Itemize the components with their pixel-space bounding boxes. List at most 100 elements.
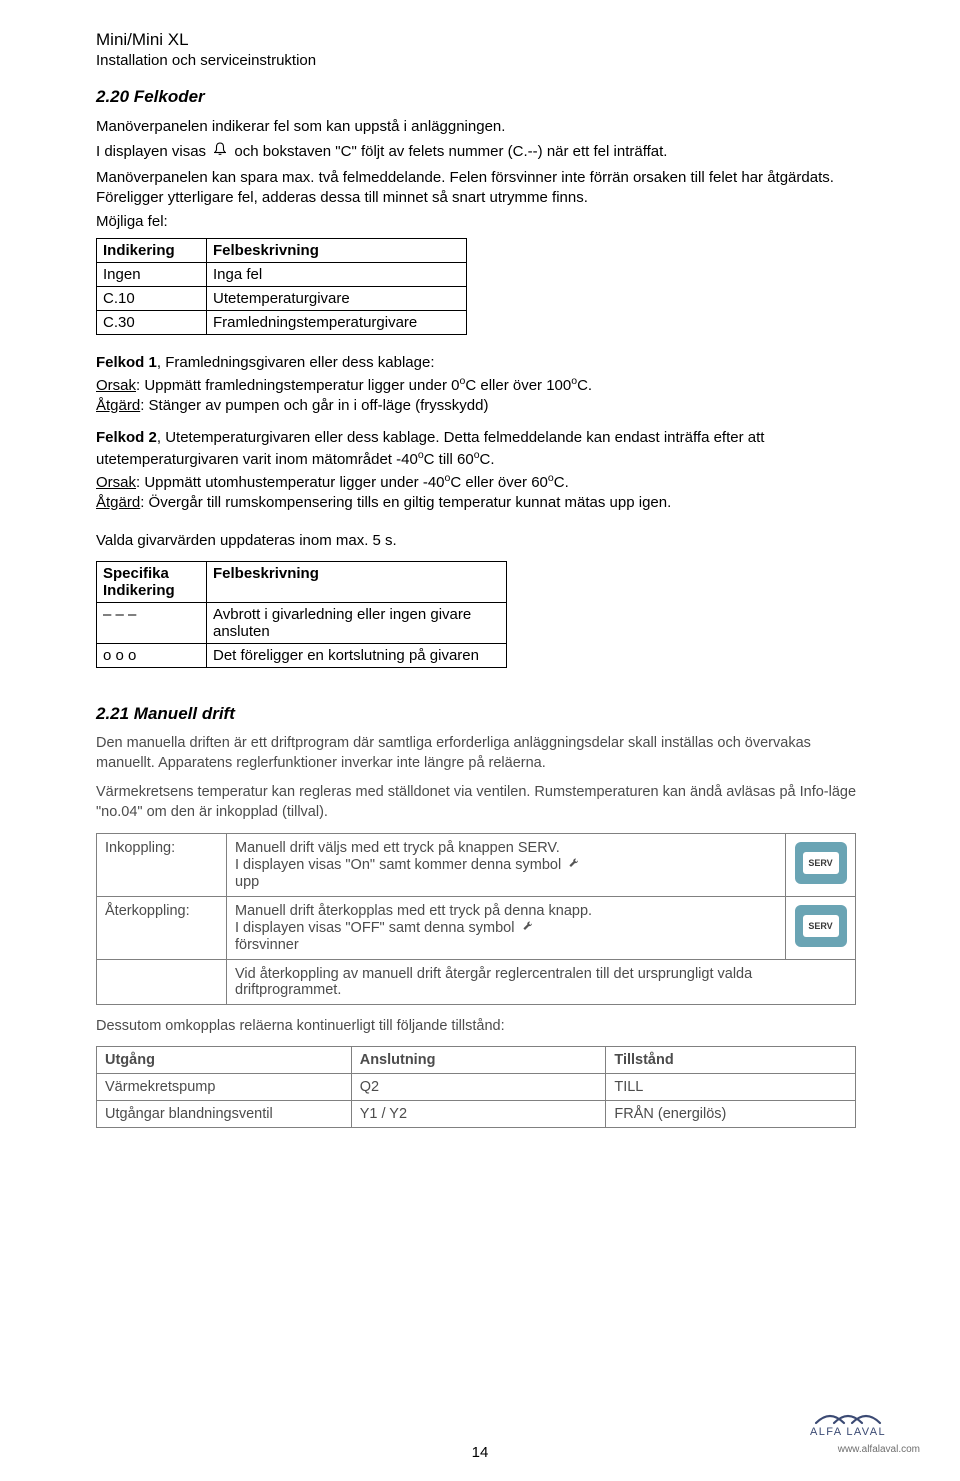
- th-felbeskrivning: Felbeskrivning: [207, 239, 467, 263]
- cell-inkoppling-desc: Manuell drift väljs med ett tryck på kna…: [227, 833, 786, 896]
- serv-icon-label: SERV: [803, 915, 839, 937]
- cell: Det föreligger en kortslutning på givare…: [207, 644, 507, 668]
- cell-aterkopp-desc: Manuell drift återkopplas med ett tryck …: [227, 896, 786, 959]
- cell: Ingen: [97, 263, 207, 287]
- table-row: o o o Det föreligger en kortslutning på …: [97, 644, 507, 668]
- orsak-text1: : Uppmätt framledningstemperatur ligger …: [136, 377, 460, 394]
- cell: Y1 / Y2: [351, 1101, 606, 1128]
- table-row: Värmekretspump Q2 TILL: [97, 1074, 856, 1101]
- serv-icon: SERV: [795, 842, 847, 884]
- manuell-text: Den manuella driften är ett driftprogram…: [96, 734, 864, 822]
- alfa-laval-logo: ALFA LAVAL: [810, 1403, 920, 1437]
- table-row: Inkoppling: Manuell drift väljs med ett …: [97, 833, 856, 896]
- felkoder-p2a: I displayen visas: [96, 143, 210, 160]
- table-row: – – – Avbrott i givarledning eller ingen…: [97, 603, 507, 644]
- orsak-text2: C eller över 100: [465, 377, 571, 394]
- table-row: Återkoppling: Manuell drift återkopplas …: [97, 896, 856, 959]
- heading-felkoder: 2.20 Felkoder: [96, 87, 864, 107]
- relay-text: Dessutom omkopplas reläerna kontinuerlig…: [96, 1017, 864, 1037]
- atgard-label: Åtgärd: [96, 397, 140, 414]
- orsak-text2: C eller över 60: [450, 474, 548, 491]
- table-row: Specifika Indikering Felbeskrivning: [97, 562, 507, 603]
- inkopp-line2a: I displayen visas "On" samt kommer denna…: [235, 856, 565, 872]
- cell: TILL: [606, 1074, 856, 1101]
- table-row: Utgång Anslutning Tillstånd: [97, 1047, 856, 1074]
- table-row: Utgångar blandningsventil Y1 / Y2 FRÅN (…: [97, 1101, 856, 1128]
- felkod2-block: Felkod 2, Utetemperaturgivaren eller des…: [96, 428, 864, 513]
- heading-manuell: 2.21 Manuell drift: [96, 704, 864, 724]
- manuell-p1: Den manuella driften är ett driftprogram…: [96, 734, 864, 773]
- felkoder-p3: Manöverpanelen kan spara max. två felmed…: [96, 168, 864, 209]
- inkoppling-table: Inkoppling: Manuell drift väljs med ett …: [96, 833, 856, 1005]
- doc-subtitle: Installation och serviceinstruktion: [96, 52, 864, 69]
- cell: Framledningstemperaturgivare: [207, 311, 467, 335]
- cell: Utetemperaturgivare: [207, 287, 467, 311]
- serv-icon-label: SERV: [803, 852, 839, 874]
- felkod2-title: Felkod 2: [96, 429, 157, 446]
- aterkopp-line2a: I displayen visas "OFF" samt denna symbo…: [235, 919, 519, 935]
- cell: – – –: [97, 603, 207, 644]
- orsak-label: Orsak: [96, 474, 136, 491]
- inkopp-line2b: upp: [235, 874, 259, 890]
- cell: Q2: [351, 1074, 606, 1101]
- serv-icon: SERV: [795, 905, 847, 947]
- cell-empty: [97, 959, 227, 1004]
- orsak-label: Orsak: [96, 377, 136, 394]
- inkopp-line1: Manuell drift väljs med ett tryck på kna…: [235, 840, 560, 856]
- orsak-text1: : Uppmätt utomhustemperatur ligger under…: [136, 474, 445, 491]
- cell: Avbrott i givarledning eller ingen givar…: [207, 603, 507, 644]
- aterkopp-line1: Manuell drift återkopplas med ett tryck …: [235, 903, 592, 919]
- footer: ALFA LAVAL www.alfalaval.com: [810, 1403, 920, 1455]
- aterkopp-line2b: försvinner: [235, 937, 299, 953]
- orsak-text3: C.: [554, 474, 569, 491]
- table-row: Ingen Inga fel: [97, 263, 467, 287]
- atgard-text: : Stänger av pumpen och går in i off-läg…: [140, 397, 488, 414]
- th-specifika: Specifika Indikering: [97, 562, 207, 603]
- felkoder-table: Indikering Felbeskrivning Ingen Inga fel…: [96, 238, 467, 335]
- valda-text: Valda givarvärden uppdateras inom max. 5…: [96, 531, 864, 551]
- cell: o o o: [97, 644, 207, 668]
- cell-serv-button: SERV: [786, 896, 856, 959]
- cell: Värmekretspump: [97, 1074, 352, 1101]
- manuell-p2: Värmekretsens temperatur kan regleras me…: [96, 783, 864, 822]
- footer-link: www.alfalaval.com: [810, 1444, 920, 1455]
- orsak-text3: C.: [577, 377, 592, 394]
- felkod1-title: Felkod 1: [96, 354, 157, 371]
- felkod1-block: Felkod 1, Framledningsgivaren eller dess…: [96, 353, 864, 416]
- table-row: C.30 Framledningstemperaturgivare: [97, 311, 467, 335]
- bell-icon: [212, 141, 228, 163]
- cell-aterkopp-label: Återkoppling:: [97, 896, 227, 959]
- felkod2-rest3: C.: [480, 451, 495, 468]
- atgard-text: : Övergår till rumskompensering tills en…: [140, 494, 671, 511]
- cell-vid-aterkopp: Vid återkoppling av manuell drift återgå…: [227, 959, 856, 1004]
- doc-title: Mini/Mini XL: [96, 30, 864, 50]
- felkod2-rest2: C till 60: [424, 451, 474, 468]
- table-row: Vid återkoppling av manuell drift återgå…: [97, 959, 856, 1004]
- th-felbeskrivning: Felbeskrivning: [207, 562, 507, 603]
- th-anslutning: Anslutning: [351, 1047, 606, 1074]
- cell-inkoppling-label: Inkoppling:: [97, 833, 227, 896]
- cell: C.10: [97, 287, 207, 311]
- wrench-icon: [567, 856, 581, 874]
- cell: FRÅN (energilös): [606, 1101, 856, 1128]
- th-tillstand: Tillstånd: [606, 1047, 856, 1074]
- felkoder-p1: Manöverpanelen indikerar fel som kan upp…: [96, 117, 864, 137]
- specifika-table: Specifika Indikering Felbeskrivning – – …: [96, 561, 507, 668]
- atgard-label: Åtgärd: [96, 494, 140, 511]
- wrench-icon: [521, 919, 535, 937]
- cell: Utgångar blandningsventil: [97, 1101, 352, 1128]
- relay-line: Dessutom omkopplas reläerna kontinuerlig…: [96, 1017, 864, 1037]
- felkoder-p2: I displayen visas och bokstaven "C" följ…: [96, 141, 864, 163]
- state-table: Utgång Anslutning Tillstånd Värmekretspu…: [96, 1046, 856, 1128]
- th-indikering: Indikering: [97, 239, 207, 263]
- felkod1-rest: , Framledningsgivaren eller dess kablage…: [157, 354, 435, 371]
- th-utgang: Utgång: [97, 1047, 352, 1074]
- table-row: C.10 Utetemperaturgivare: [97, 287, 467, 311]
- felkoder-p2b: och bokstaven "C" följt av felets nummer…: [234, 143, 667, 160]
- svg-text:ALFA LAVAL: ALFA LAVAL: [810, 1426, 886, 1437]
- cell-serv-button: SERV: [786, 833, 856, 896]
- table-row: Indikering Felbeskrivning: [97, 239, 467, 263]
- felkoder-p4: Möjliga fel:: [96, 212, 864, 232]
- cell: Inga fel: [207, 263, 467, 287]
- cell: C.30: [97, 311, 207, 335]
